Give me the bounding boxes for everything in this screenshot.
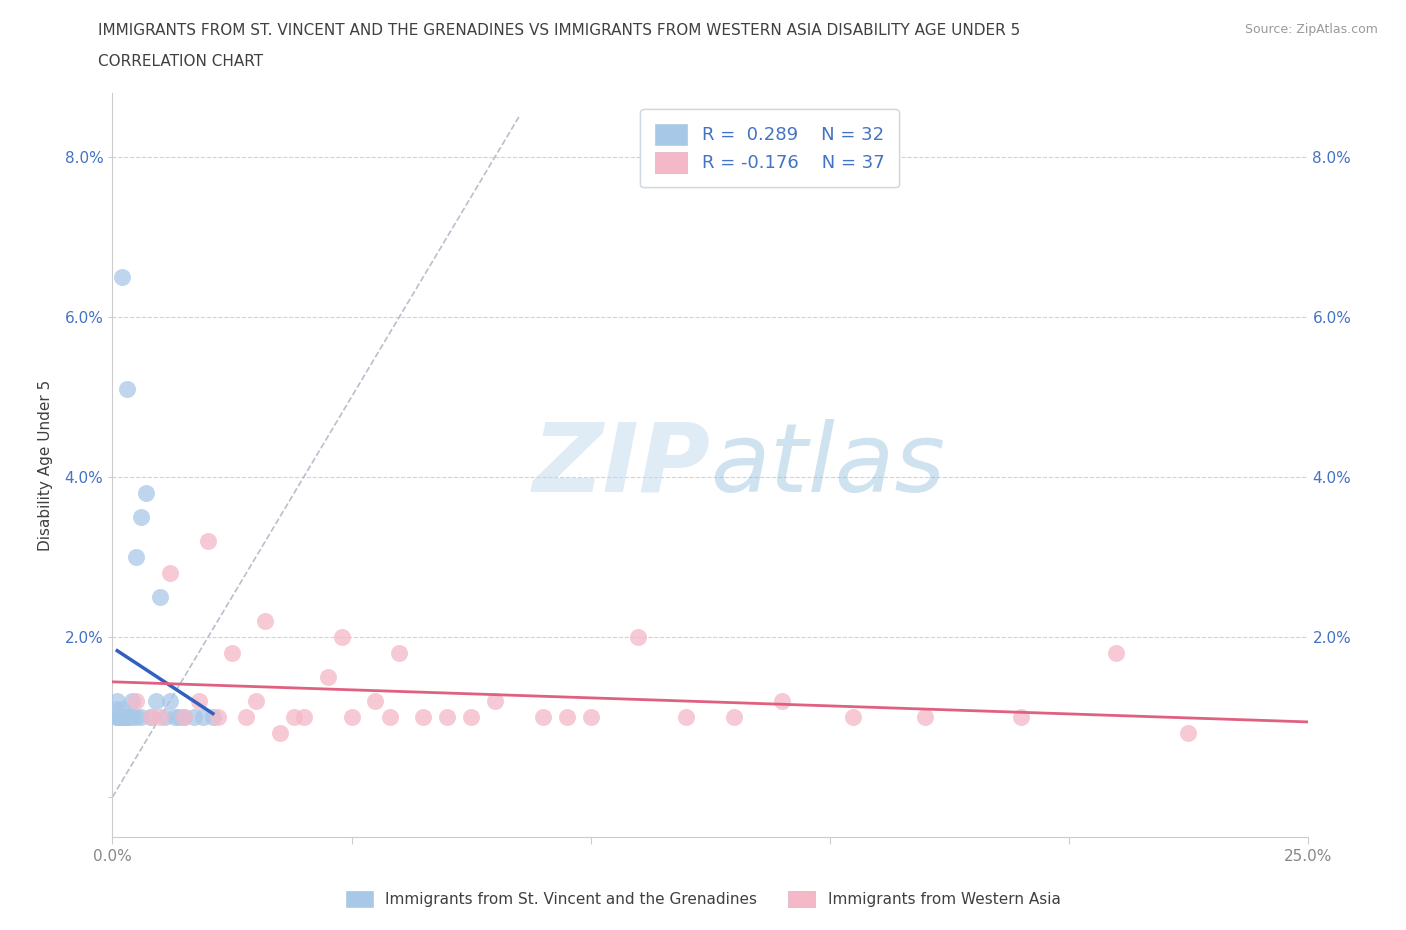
Point (627, 630, 650, 644)
Y-axis label: Disability Age Under 5: Disability Age Under 5 (38, 379, 53, 551)
Point (842, 710, 865, 724)
Point (197, 534, 219, 549)
Point (169, 710, 191, 724)
Point (388, 645, 411, 660)
Point (340, 710, 363, 724)
Point (125, 710, 148, 724)
Point (111, 710, 134, 724)
Point (207, 710, 229, 724)
Point (283, 710, 305, 724)
Point (364, 694, 387, 709)
Point (675, 710, 697, 724)
Point (173, 710, 195, 724)
Point (914, 710, 936, 724)
Point (111, 270, 134, 285)
Text: Source: ZipAtlas.com: Source: ZipAtlas.com (1244, 23, 1378, 36)
Point (125, 694, 148, 709)
Point (163, 710, 186, 724)
Point (723, 710, 745, 724)
Point (579, 710, 602, 724)
Point (115, 381, 138, 396)
Point (770, 694, 793, 709)
Point (149, 710, 172, 724)
Point (105, 701, 128, 716)
Point (436, 710, 458, 724)
Point (115, 710, 138, 724)
Point (159, 694, 181, 709)
Point (254, 614, 277, 629)
Point (145, 694, 167, 709)
Point (183, 710, 205, 724)
Point (1177, 725, 1199, 740)
Point (105, 694, 128, 709)
Point (149, 590, 172, 604)
Point (125, 550, 148, 565)
Point (531, 710, 554, 724)
Point (245, 694, 267, 709)
Point (187, 694, 209, 709)
Legend: Immigrants from St. Vincent and the Grenadines, Immigrants from Western Asia: Immigrants from St. Vincent and the Gren… (339, 884, 1067, 913)
Point (153, 710, 176, 724)
Point (269, 725, 291, 740)
Point (221, 645, 243, 660)
Point (121, 710, 143, 724)
Point (111, 710, 134, 724)
Legend: R =  0.289    N = 32, R = -0.176    N = 37: R = 0.289 N = 32, R = -0.176 N = 37 (641, 110, 898, 187)
Point (105, 710, 128, 724)
Point (129, 510, 152, 525)
Point (193, 710, 215, 724)
Point (105, 710, 128, 724)
Point (111, 701, 134, 716)
Point (330, 630, 353, 644)
Point (139, 710, 162, 724)
Point (111, 710, 134, 724)
Point (460, 710, 482, 724)
Point (555, 710, 578, 724)
Point (201, 710, 224, 724)
Point (115, 710, 138, 724)
Point (105, 710, 128, 724)
Point (129, 710, 152, 724)
Point (235, 710, 257, 724)
Point (484, 694, 506, 709)
Point (121, 694, 143, 709)
Point (1010, 710, 1032, 724)
Point (139, 710, 162, 724)
Text: atlas: atlas (710, 418, 945, 512)
Text: ZIP: ZIP (531, 418, 710, 512)
Point (378, 710, 401, 724)
Point (159, 565, 181, 580)
Text: CORRELATION CHART: CORRELATION CHART (98, 54, 263, 69)
Point (292, 710, 315, 724)
Text: IMMIGRANTS FROM ST. VINCENT AND THE GRENADINES VS IMMIGRANTS FROM WESTERN ASIA D: IMMIGRANTS FROM ST. VINCENT AND THE GREN… (98, 23, 1021, 38)
Point (173, 710, 195, 724)
Point (1105, 645, 1128, 660)
Point (135, 485, 157, 500)
Point (412, 710, 434, 724)
Point (316, 670, 339, 684)
Point (115, 710, 138, 724)
